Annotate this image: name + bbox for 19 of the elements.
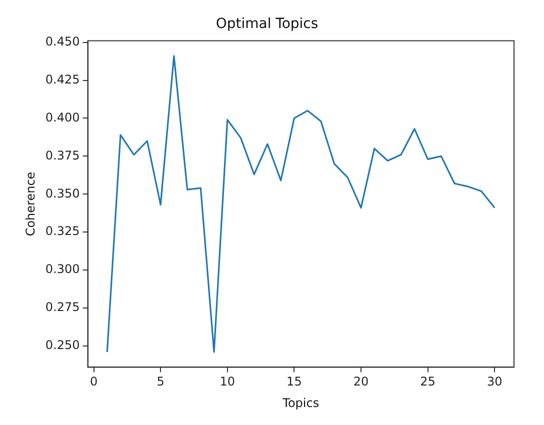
y-axis-title: Coherence (23, 172, 38, 236)
chart-title: Optimal Topics (216, 16, 318, 32)
x-tick-label: 10 (220, 374, 236, 389)
y-tick-label: 0.300 (45, 262, 80, 276)
x-tick-label: 20 (353, 374, 369, 389)
y-tick-label: 0.425 (45, 72, 80, 86)
x-tick-label: 0 (90, 374, 98, 389)
x-tick-label: 5 (156, 374, 164, 389)
x-axis-title: Topics (282, 396, 320, 410)
y-tick-label: 0.450 (45, 34, 80, 48)
x-tick-label: 15 (286, 374, 302, 389)
y-tick-label: 0.350 (45, 186, 80, 200)
y-tick-label: 0.400 (45, 110, 80, 124)
x-tick-label: 30 (486, 374, 502, 389)
y-tick-label: 0.375 (45, 148, 80, 162)
y-tick-label: 0.250 (45, 338, 80, 352)
x-tick-label: 25 (420, 374, 436, 389)
y-tick-label: 0.325 (45, 224, 80, 238)
y-tick-label: 0.275 (45, 300, 80, 314)
